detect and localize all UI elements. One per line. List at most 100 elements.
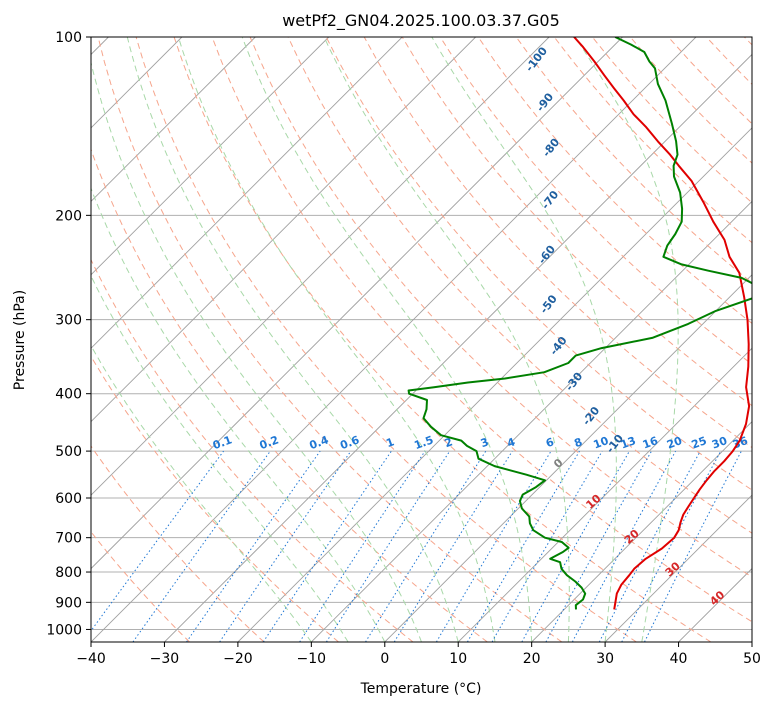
mixing-ratio-line [393,450,513,642]
mixing-ratio-label: 2 [443,435,455,450]
plot-frame [90,36,753,643]
isotherm-label: 10 [583,492,603,512]
mixing-ratio-label: 1 [384,435,396,450]
isotherm-line [237,127,752,642]
moist-adiabat-line [91,187,386,642]
dry-adiabat-line [249,37,752,578]
mixing-ratio-label: 6 [544,435,556,450]
dry-adiabat-line [439,37,752,365]
isotherm-line [164,53,752,642]
mixing-ratio-label: 0.2 [258,433,281,452]
isotherm-line [91,37,256,202]
y-tick-label: 500 [55,444,82,460]
x-tick-label: 0 [380,651,389,667]
dry-adiabat-line [91,355,339,642]
mixing-ratio-label: 30 [710,434,729,452]
x-tick-label: −20 [223,651,253,667]
dry-adiabat-line [667,37,752,125]
dry-adiabat-label: -40 [547,334,570,358]
mixing-ratio-line [132,450,271,642]
x-tick-label: −10 [297,651,327,667]
background-lines [91,37,752,642]
isotherm-label: 40 [707,588,727,608]
dry-adiabat-line [91,258,414,642]
dry-adiabat-line [91,147,488,642]
profile-lines [407,37,752,610]
mixing-ratio-label: 0.1 [211,433,234,452]
y-tick-label: 1000 [46,622,82,638]
isotherm-label: 20 [622,527,642,547]
dry-adiabat-label: -60 [536,243,559,267]
moist-adiabat-line [177,37,496,642]
y-tick-label: 700 [55,531,82,547]
dry-adiabat-label: -90 [534,90,557,114]
mixing-ratio-label: 10 [592,434,611,452]
y-tick-label: 400 [55,387,82,403]
mixing-ratio-label: 16 [641,434,660,452]
isotherm-line [531,421,752,642]
mixing-ratio-label: 25 [690,434,709,451]
mixing-ratio-line [466,450,580,642]
isotherm-line [604,494,752,642]
mixing-ratio-line [644,450,742,642]
mixing-ratio-line [521,450,630,642]
x-tick-label: −30 [150,651,180,667]
dry-adiabat-line [325,37,752,491]
mixing-ratio-label: 3 [479,435,491,450]
mixing-ratio-line [571,450,677,642]
isotherm-line [91,37,403,349]
y-tick-label: 900 [55,595,82,611]
dry-adiabat-label: -80 [540,136,563,160]
mixing-ratio-line [262,450,392,642]
moist-adiabat-line [574,37,679,642]
isotherm-line [91,37,697,642]
temperature-profile-line [573,37,751,610]
mixing-ratio-line [598,450,701,642]
dry-adiabat-line [173,37,712,642]
dewpoint-profile-line [407,37,752,610]
moist-adiabat-line [91,344,312,642]
moist-adiabat-line [126,37,459,642]
line-labels: 0.1 0.2 0.4 0.6 1 1.5 2 3 4 6 8 10 13 16 20 25 30 36-100-… [211,44,750,608]
dry-adiabat-line [91,531,190,642]
isotherm-line [91,37,623,570]
mixing-ratio-line [219,450,352,642]
dry-adiabat-line [629,37,752,164]
dry-adiabat-label: -30 [563,370,586,394]
dry-adiabat-line [97,37,563,642]
isotherm-line [457,347,752,642]
isotherm-line [91,37,476,423]
mixing-ratio-line [91,450,225,632]
mixing-ratio-label: 4 [505,435,517,450]
dry-adiabat-line [287,37,752,534]
y-tick-label: 300 [55,313,82,329]
mixing-ratio-label: 1.5 [412,433,435,452]
mixing-ratio-line [435,450,552,642]
dry-adiabat-line [91,445,265,642]
x-tick-label: 20 [523,651,541,667]
mixing-ratio-label: 8 [573,435,585,450]
x-axis-label: Temperature (°C) [360,681,482,697]
isotherm-line [91,37,550,496]
y-tick-label: 200 [55,208,82,224]
mixing-ratio-line [186,450,321,642]
mixing-ratio-line [325,450,451,642]
dry-adiabat-label: -10 [604,432,627,456]
x-tick-label: 10 [449,651,467,667]
dry-adiabat-line [553,37,752,244]
y-tick-label: 100 [55,30,82,46]
x-tick-label: 50 [743,651,761,667]
moist-adiabat-line [323,37,570,642]
x-tick-label: −40 [76,651,106,667]
mixing-ratio-label: 20 [665,434,684,452]
mixing-ratio-label: 0.6 [338,433,361,452]
x-axis: −40 −30 −20 −10 0 10 20 30 40 50 [76,642,761,667]
mixing-ratio-label: 0.4 [308,433,331,452]
y-axis-label: Pressure (hPa) [12,290,28,390]
chart-title: wetPf2_GN04.2025.100.03.37.G05 [282,11,560,31]
moist-adiabat-line [91,60,422,642]
y-tick-label: 800 [55,565,82,581]
mixing-ratio-label: 13 [619,434,638,451]
moist-adiabat-line [91,274,349,642]
